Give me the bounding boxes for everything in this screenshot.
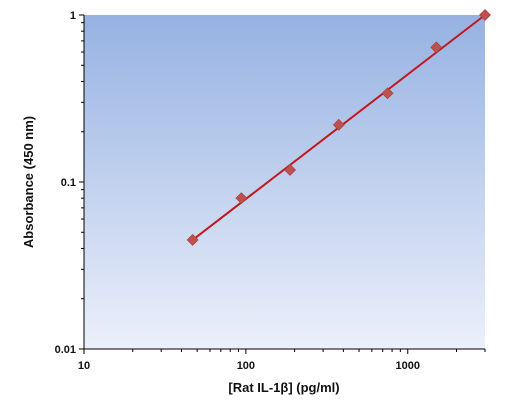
y-tick-label: 1 [70,10,76,22]
data-point [479,9,491,21]
data-point [186,233,199,246]
data-point [235,192,248,205]
plot-area [84,15,485,349]
x-tick-label: 100 [237,360,255,372]
x-tick-label: 10 [78,360,90,372]
y-tick-label: 0.01 [55,344,76,356]
y-tick-label: 0.1 [61,177,76,189]
data-point [284,164,296,176]
tick-labels: 0.01 0.1 1 10 100 1000 [55,10,420,372]
x-axis-title: [Rat IL-1β] (pg/ml) [228,380,339,395]
data-point [381,87,394,100]
data-point [430,41,443,54]
x-tick-label: 1000 [396,360,420,372]
y-axis-title: Absorbance (450 nm) [21,116,36,248]
markers-layer [186,9,491,246]
ticks [79,14,486,354]
data-point [332,118,345,131]
